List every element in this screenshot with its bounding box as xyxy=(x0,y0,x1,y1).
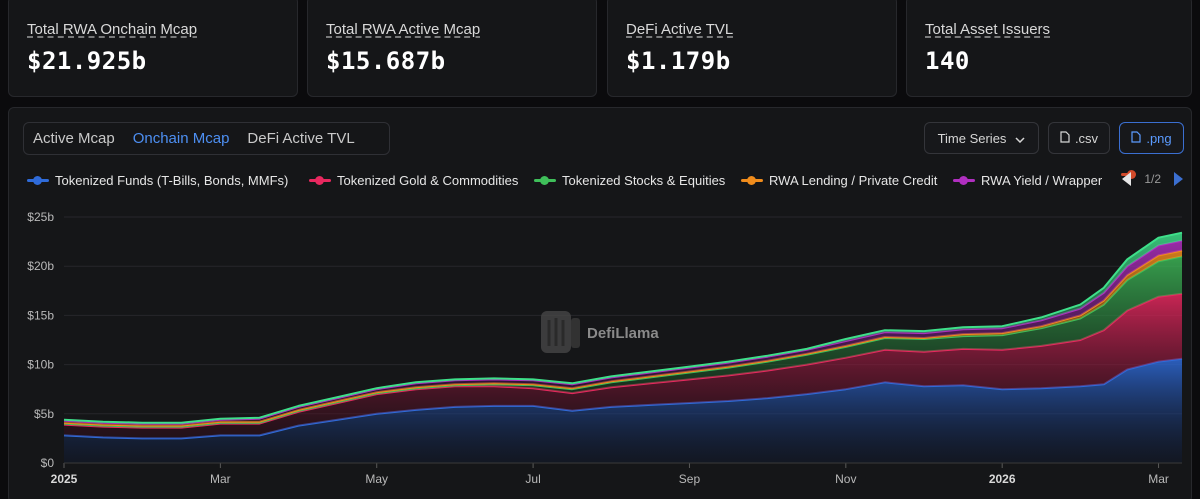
stat-card-asset-issuers: Total Asset Issuers 140 xyxy=(906,0,1192,97)
stat-card-active-mcap: Total RWA Active Mcap $15.687b xyxy=(307,0,597,97)
legend-label: Tokenized Funds (T-Bills, Bonds, MMFs) xyxy=(55,173,289,188)
stat-label[interactable]: DeFi Active TVL xyxy=(626,21,734,38)
area-stocks xyxy=(64,256,1182,428)
stat-value: 140 xyxy=(925,47,970,75)
stat-value: $15.687b xyxy=(326,47,446,75)
x-tick-label: Sep xyxy=(679,472,701,486)
legend-marker xyxy=(27,176,49,185)
legend-item-yield[interactable]: RWA Yield / Wrapper xyxy=(953,173,1102,188)
y-axis: $0 $5b $10b $15b $20b $25b xyxy=(27,210,54,470)
line-top xyxy=(63,231,1183,424)
series-areas xyxy=(63,231,1183,463)
png-label: .png xyxy=(1146,130,1172,146)
area-yield xyxy=(64,240,1182,426)
stat-label[interactable]: Total RWA Active Mcap xyxy=(326,21,481,38)
x-axis: 2025 Mar May Jul Sep Nov 2026 Mar xyxy=(51,462,1182,486)
file-icon xyxy=(1060,130,1070,146)
time-series-select[interactable]: Time Series xyxy=(924,122,1039,154)
metric-tabs: Active Mcap Onchain Mcap DeFi Active TVL xyxy=(23,122,390,155)
legend-item-stocks[interactable]: Tokenized Stocks & Equities xyxy=(534,173,725,188)
pager-label: 1/2 xyxy=(1144,172,1161,186)
file-icon xyxy=(1131,130,1141,146)
legend-item-gold[interactable]: Tokenized Gold & Commodities xyxy=(309,173,518,188)
stats-row: Total RWA Onchain Mcap $21.925b Total RW… xyxy=(8,0,1192,97)
csv-download-button[interactable]: .csv xyxy=(1048,122,1110,154)
legend-label: Tokenized Gold & Commodities xyxy=(337,173,519,188)
watermark: DefiLlama xyxy=(541,311,659,353)
y-tick-label: $20b xyxy=(27,259,54,273)
stat-label[interactable]: Total RWA Onchain Mcap xyxy=(27,21,198,38)
prev-page-icon[interactable] xyxy=(1122,172,1132,186)
chart-legend: Tokenized Funds (T-Bills, Bonds, MMFs) T… xyxy=(27,170,1187,192)
x-tick-label: 2026 xyxy=(989,472,1016,486)
x-tick-label: Jul xyxy=(525,472,540,486)
tab-active-mcap[interactable]: Active Mcap xyxy=(33,130,115,147)
legend-pager: 1/2 xyxy=(1122,172,1183,186)
legend-item-funds[interactable]: Tokenized Funds (T-Bills, Bonds, MMFs) xyxy=(27,173,288,188)
y-tick-label: $5b xyxy=(34,407,54,421)
stat-card-defi-tvl: DeFi Active TVL $1.179b xyxy=(607,0,897,97)
x-tick-label: 2025 xyxy=(51,472,78,486)
y-tick-label: $15b xyxy=(27,308,54,322)
stat-card-onchain-mcap: Total RWA Onchain Mcap $21.925b xyxy=(8,0,298,97)
x-tick-label: Mar xyxy=(210,472,231,486)
tab-onchain-mcap[interactable]: Onchain Mcap xyxy=(132,130,230,147)
x-tick-label: May xyxy=(365,472,388,486)
csv-label: .csv xyxy=(1074,130,1099,146)
y-tick-label: $25b xyxy=(27,210,54,224)
stat-value: $1.179b xyxy=(626,47,731,75)
area-chart: DefiLlama $0 $5b $10b $15b $20b $25b 2025 Mar M… xyxy=(27,210,1183,486)
png-download-button[interactable]: .png xyxy=(1119,122,1184,154)
x-tick-label: Nov xyxy=(835,472,856,486)
y-tick-label: $10b xyxy=(27,358,54,372)
time-series-label: Time Series xyxy=(937,130,1007,146)
stat-value: $21.925b xyxy=(27,47,147,75)
y-tick-label: $0 xyxy=(41,456,55,470)
llama-logo-icon xyxy=(541,311,580,353)
x-tick-label: Mar xyxy=(1148,472,1169,486)
legend-marker xyxy=(309,176,331,185)
legend-label: Tokenized Stocks & Equities xyxy=(562,173,726,188)
chevron-down-icon xyxy=(1015,131,1025,146)
watermark-text: DefiLlama xyxy=(587,325,659,342)
legend-item-lending[interactable]: RWA Lending / Private Credit xyxy=(741,173,937,188)
legend-marker xyxy=(534,176,556,185)
stat-label[interactable]: Total Asset Issuers xyxy=(925,21,1051,38)
tab-defi-active-tvl[interactable]: DeFi Active TVL xyxy=(247,130,355,147)
next-page-icon[interactable] xyxy=(1174,172,1183,186)
legend-marker xyxy=(741,176,763,185)
legend-marker xyxy=(953,176,975,185)
legend-label: RWA Yield / Wrapper xyxy=(981,173,1103,188)
legend-label: RWA Lending / Private Credit xyxy=(769,173,938,188)
